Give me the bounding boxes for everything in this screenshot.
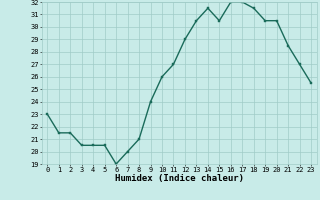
X-axis label: Humidex (Indice chaleur): Humidex (Indice chaleur) bbox=[115, 174, 244, 183]
